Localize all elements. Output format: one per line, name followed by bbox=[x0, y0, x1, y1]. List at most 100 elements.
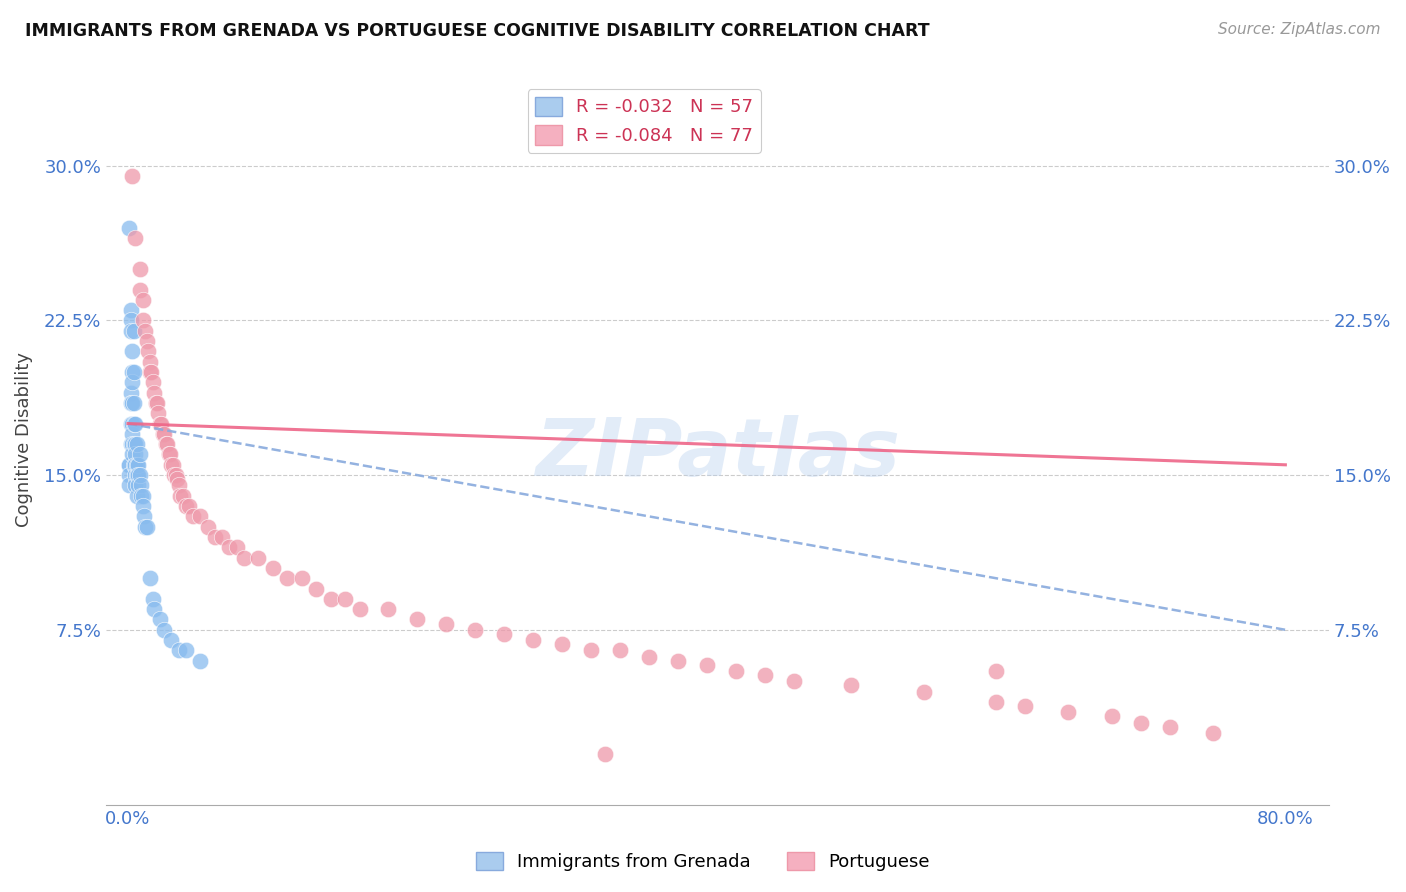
Point bbox=[167, 478, 190, 492]
Point bbox=[118, 458, 141, 472]
Point bbox=[1129, 715, 1152, 730]
Point bbox=[118, 220, 141, 235]
Point bbox=[166, 472, 188, 486]
Legend: R = -0.032   N = 57, R = -0.084   N = 77: R = -0.032 N = 57, R = -0.084 N = 77 bbox=[527, 89, 761, 153]
Point bbox=[782, 674, 804, 689]
Point bbox=[197, 519, 219, 533]
Point bbox=[377, 602, 399, 616]
Point bbox=[434, 616, 457, 631]
Point bbox=[225, 541, 247, 555]
Point bbox=[124, 437, 146, 451]
Point bbox=[139, 571, 162, 585]
Point bbox=[696, 657, 718, 672]
Point bbox=[125, 458, 148, 472]
Point bbox=[145, 396, 167, 410]
Point bbox=[127, 478, 149, 492]
Point bbox=[146, 396, 169, 410]
Point bbox=[120, 313, 142, 327]
Point bbox=[124, 468, 146, 483]
Point bbox=[122, 365, 145, 379]
Point bbox=[135, 334, 157, 348]
Point bbox=[134, 324, 156, 338]
Point bbox=[148, 406, 170, 420]
Point bbox=[247, 550, 270, 565]
Point bbox=[349, 602, 371, 616]
Point bbox=[159, 448, 181, 462]
Point bbox=[141, 365, 163, 379]
Point bbox=[1101, 709, 1123, 723]
Point bbox=[118, 458, 141, 472]
Point bbox=[406, 612, 429, 626]
Point bbox=[1202, 726, 1225, 740]
Point bbox=[124, 478, 146, 492]
Point bbox=[150, 417, 173, 431]
Point bbox=[162, 458, 184, 472]
Point bbox=[666, 654, 689, 668]
Point bbox=[172, 489, 194, 503]
Point bbox=[124, 231, 146, 245]
Point bbox=[120, 437, 142, 451]
Point bbox=[143, 385, 166, 400]
Point bbox=[984, 664, 1007, 678]
Point bbox=[149, 612, 172, 626]
Point bbox=[167, 643, 190, 657]
Point bbox=[131, 499, 153, 513]
Point bbox=[305, 582, 328, 596]
Point bbox=[724, 664, 747, 678]
Point bbox=[595, 747, 617, 761]
Point bbox=[121, 365, 143, 379]
Point bbox=[153, 426, 176, 441]
Point bbox=[1159, 720, 1181, 734]
Point bbox=[122, 324, 145, 338]
Point bbox=[122, 458, 145, 472]
Point bbox=[160, 633, 183, 648]
Point bbox=[143, 602, 166, 616]
Text: ZIPatlas: ZIPatlas bbox=[536, 415, 900, 492]
Point bbox=[131, 489, 153, 503]
Point bbox=[125, 468, 148, 483]
Point bbox=[142, 376, 165, 390]
Point bbox=[464, 623, 486, 637]
Point bbox=[128, 468, 150, 483]
Point bbox=[121, 448, 143, 462]
Point bbox=[522, 633, 544, 648]
Point bbox=[120, 385, 142, 400]
Point bbox=[129, 489, 152, 503]
Point bbox=[129, 478, 152, 492]
Point bbox=[984, 695, 1007, 709]
Point bbox=[121, 437, 143, 451]
Point bbox=[121, 376, 143, 390]
Point bbox=[128, 261, 150, 276]
Point bbox=[262, 561, 284, 575]
Point bbox=[120, 396, 142, 410]
Point bbox=[128, 448, 150, 462]
Point bbox=[841, 678, 863, 692]
Point bbox=[333, 591, 356, 606]
Y-axis label: Cognitive Disability: Cognitive Disability bbox=[15, 351, 32, 526]
Point bbox=[1014, 699, 1036, 714]
Point bbox=[142, 591, 165, 606]
Point bbox=[120, 417, 142, 431]
Point bbox=[125, 489, 148, 503]
Point bbox=[637, 649, 659, 664]
Point bbox=[232, 550, 254, 565]
Point bbox=[160, 458, 183, 472]
Point bbox=[551, 637, 574, 651]
Point bbox=[120, 303, 142, 318]
Point bbox=[127, 458, 149, 472]
Point bbox=[139, 354, 162, 368]
Point bbox=[155, 437, 177, 451]
Point bbox=[163, 468, 186, 483]
Point bbox=[124, 458, 146, 472]
Point bbox=[494, 627, 516, 641]
Point bbox=[218, 541, 240, 555]
Point bbox=[156, 437, 179, 451]
Point bbox=[139, 365, 162, 379]
Text: IMMIGRANTS FROM GRENADA VS PORTUGUESE COGNITIVE DISABILITY CORRELATION CHART: IMMIGRANTS FROM GRENADA VS PORTUGUESE CO… bbox=[25, 22, 929, 40]
Point bbox=[125, 437, 148, 451]
Point bbox=[165, 468, 187, 483]
Point bbox=[177, 499, 200, 513]
Point bbox=[579, 643, 602, 657]
Point bbox=[122, 396, 145, 410]
Point bbox=[124, 448, 146, 462]
